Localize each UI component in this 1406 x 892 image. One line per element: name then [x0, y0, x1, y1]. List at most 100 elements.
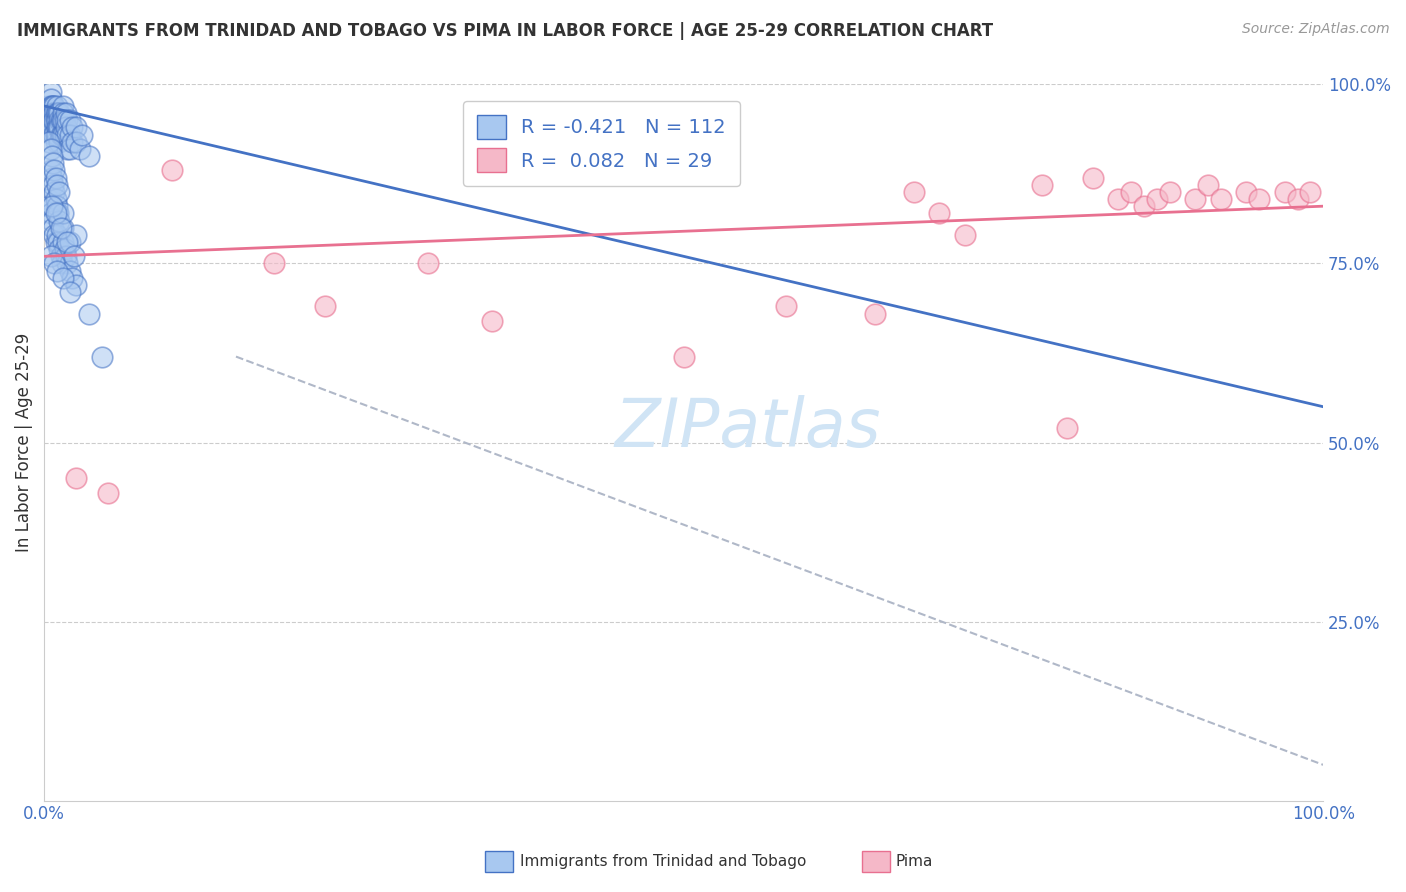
Point — [41, 199, 63, 213]
Point — [46, 206, 69, 220]
Point — [72, 128, 94, 142]
Point — [62, 249, 84, 263]
Point — [56, 128, 79, 142]
Point — [41, 120, 63, 135]
Point — [45, 135, 67, 149]
Point — [39, 163, 62, 178]
Point — [45, 106, 67, 120]
Point — [42, 99, 65, 113]
Point — [263, 256, 285, 270]
Point — [1197, 178, 1219, 192]
Text: Pima: Pima — [896, 855, 934, 869]
Point — [59, 128, 82, 142]
Point — [42, 178, 65, 192]
Point — [56, 235, 79, 249]
Point — [46, 120, 69, 135]
Point — [1121, 185, 1143, 199]
Point — [53, 242, 76, 256]
Point — [65, 277, 87, 292]
Point — [55, 120, 77, 135]
Point — [1299, 185, 1322, 199]
Point — [38, 135, 60, 149]
Point — [45, 128, 67, 142]
Point — [38, 106, 60, 120]
Point — [45, 263, 67, 277]
Point — [903, 185, 925, 199]
Point — [51, 256, 73, 270]
Point — [38, 113, 60, 128]
Point — [1234, 185, 1257, 199]
Point — [65, 471, 87, 485]
Point — [48, 135, 70, 149]
Point — [51, 128, 73, 142]
Point — [60, 270, 83, 285]
Point — [39, 120, 62, 135]
Point — [45, 199, 67, 213]
Point — [39, 249, 62, 263]
Point — [41, 149, 63, 163]
Point — [45, 178, 67, 192]
Point — [39, 106, 62, 120]
Point — [44, 185, 66, 199]
Point — [52, 113, 75, 128]
Point — [953, 227, 976, 242]
Point — [160, 163, 183, 178]
Point — [44, 99, 66, 113]
Point — [1133, 199, 1156, 213]
Point — [49, 113, 72, 128]
Point — [77, 149, 100, 163]
Point — [52, 128, 75, 142]
Text: IMMIGRANTS FROM TRINIDAD AND TOBAGO VS PIMA IN LABOR FORCE | AGE 25-29 CORRELATI: IMMIGRANTS FROM TRINIDAD AND TOBAGO VS P… — [17, 22, 993, 40]
Point — [39, 85, 62, 99]
Point — [53, 113, 76, 128]
Point — [49, 249, 72, 263]
Text: ZIPatlas: ZIPatlas — [614, 395, 880, 461]
Point — [48, 113, 70, 128]
Point — [56, 113, 79, 128]
Point — [52, 270, 75, 285]
Point — [45, 120, 67, 135]
Point — [41, 99, 63, 113]
Point — [39, 99, 62, 113]
Point — [65, 227, 87, 242]
Point — [60, 135, 83, 149]
Point — [928, 206, 950, 220]
Point — [39, 92, 62, 106]
Point — [865, 307, 887, 321]
Point — [481, 314, 503, 328]
Point — [1146, 192, 1168, 206]
Point — [1209, 192, 1232, 206]
Point — [45, 170, 67, 185]
Point — [41, 170, 63, 185]
Point — [45, 192, 67, 206]
Text: Source: ZipAtlas.com: Source: ZipAtlas.com — [1241, 22, 1389, 37]
Point — [42, 156, 65, 170]
Point — [49, 220, 72, 235]
Point — [39, 142, 62, 156]
Point — [59, 285, 82, 300]
Point — [46, 106, 69, 120]
Point — [39, 206, 62, 220]
Point — [59, 263, 82, 277]
Point — [52, 206, 75, 220]
Point — [39, 113, 62, 128]
Point — [37, 192, 59, 206]
Text: Immigrants from Trinidad and Tobago: Immigrants from Trinidad and Tobago — [520, 855, 807, 869]
Point — [1056, 421, 1078, 435]
Point — [44, 227, 66, 242]
Point — [775, 300, 797, 314]
Point — [315, 300, 337, 314]
Point — [1108, 192, 1130, 206]
Point — [46, 235, 69, 249]
Point — [48, 106, 70, 120]
Point — [42, 128, 65, 142]
Point — [55, 249, 77, 263]
Point — [56, 256, 79, 270]
Point — [44, 163, 66, 178]
Point — [45, 99, 67, 113]
Point — [672, 350, 695, 364]
Point — [65, 120, 87, 135]
Point — [45, 106, 67, 120]
Point — [41, 113, 63, 128]
Point — [65, 135, 87, 149]
